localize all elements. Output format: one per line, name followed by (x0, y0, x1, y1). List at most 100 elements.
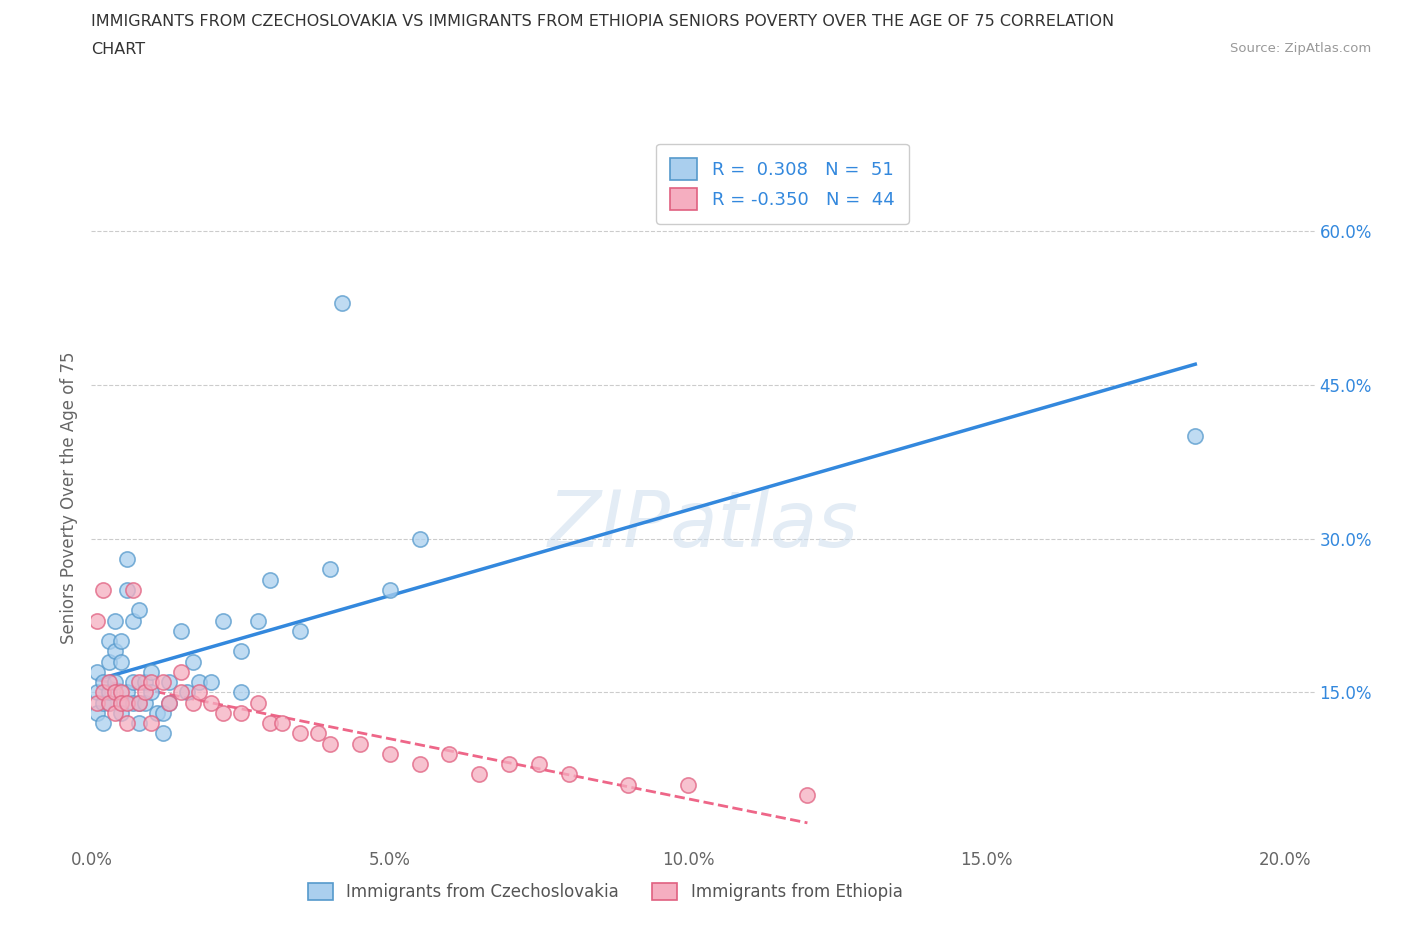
Point (378, 582, 401, 597)
Text: ZIPatlas: ZIPatlas (547, 487, 859, 564)
Point (157, 696, 180, 711)
Point (200, 696, 222, 711)
Point (98, 696, 121, 711)
Point (128, 603, 150, 618)
Point (86, 685, 108, 700)
Point (128, 696, 150, 711)
Point (104, 706, 127, 721)
Point (247, 613, 270, 628)
Point (152, 706, 174, 721)
Point (134, 696, 156, 711)
Point (170, 664, 193, 679)
Point (157, 696, 180, 711)
Point (676, 777, 699, 792)
Point (98, 654, 121, 669)
Point (115, 696, 138, 711)
Point (617, 777, 640, 792)
Point (378, 747, 401, 762)
Point (439, 747, 461, 762)
Point (110, 696, 132, 711)
Point (86, 696, 108, 711)
Point (229, 685, 252, 700)
Point (319, 737, 342, 751)
Point (271, 716, 294, 731)
Point (86, 613, 108, 628)
Point (110, 654, 132, 669)
Point (91, 685, 114, 700)
Point (128, 675, 150, 690)
Point (259, 716, 281, 731)
Point (170, 685, 193, 700)
Text: IMMIGRANTS FROM CZECHOSLOVAKIA VS IMMIGRANTS FROM ETHIOPIA SENIORS POVERTY OVER : IMMIGRANTS FROM CZECHOSLOVAKIA VS IMMIGR… (91, 14, 1115, 29)
Point (104, 613, 127, 628)
Point (91, 675, 114, 690)
Point (91, 582, 114, 597)
Point (98, 633, 121, 648)
Point (290, 623, 312, 638)
Point (115, 551, 138, 566)
Point (104, 644, 127, 658)
Y-axis label: Seniors Poverty Over the Age of 75: Seniors Poverty Over the Age of 75 (59, 352, 77, 644)
Point (146, 706, 169, 721)
Point (181, 696, 204, 711)
Point (200, 675, 222, 690)
Point (290, 726, 312, 741)
Point (259, 572, 281, 587)
Point (229, 706, 252, 721)
Point (122, 675, 145, 690)
Point (527, 757, 550, 772)
Point (128, 716, 150, 731)
Point (211, 613, 233, 628)
Point (122, 696, 145, 711)
Point (558, 767, 581, 782)
Point (98, 685, 121, 700)
Point (796, 788, 818, 803)
Text: Source: ZipAtlas.com: Source: ZipAtlas.com (1230, 42, 1371, 55)
Point (104, 675, 127, 690)
Point (319, 562, 342, 577)
Point (330, 295, 353, 310)
Point (104, 685, 127, 700)
Point (110, 706, 132, 721)
Point (176, 685, 198, 700)
Point (187, 675, 209, 690)
Point (211, 706, 233, 721)
Point (98, 696, 121, 711)
Point (139, 664, 162, 679)
Point (110, 696, 132, 711)
Point (122, 613, 145, 628)
Point (110, 685, 132, 700)
Point (115, 716, 138, 731)
Point (115, 685, 138, 700)
Point (110, 633, 132, 648)
Point (408, 757, 430, 772)
Point (152, 675, 174, 690)
Point (91, 696, 114, 711)
Point (408, 531, 430, 546)
Point (139, 716, 162, 731)
Point (157, 675, 180, 690)
Point (86, 664, 108, 679)
Point (134, 675, 156, 690)
Point (122, 582, 145, 597)
Point (98, 675, 121, 690)
Point (134, 685, 156, 700)
Point (115, 582, 138, 597)
Text: CHART: CHART (91, 42, 145, 57)
Point (86, 706, 108, 721)
Point (307, 726, 329, 741)
Legend: Immigrants from Czechoslovakia, Immigrants from Ethiopia: Immigrants from Czechoslovakia, Immigran… (301, 876, 910, 908)
Point (187, 685, 209, 700)
Point (468, 767, 491, 782)
Point (139, 685, 162, 700)
Point (1184, 429, 1206, 444)
Point (91, 716, 114, 731)
Point (229, 644, 252, 658)
Point (498, 757, 520, 772)
Point (247, 696, 270, 711)
Point (128, 696, 150, 711)
Point (181, 654, 204, 669)
Point (170, 623, 193, 638)
Point (349, 737, 371, 751)
Point (152, 726, 174, 741)
